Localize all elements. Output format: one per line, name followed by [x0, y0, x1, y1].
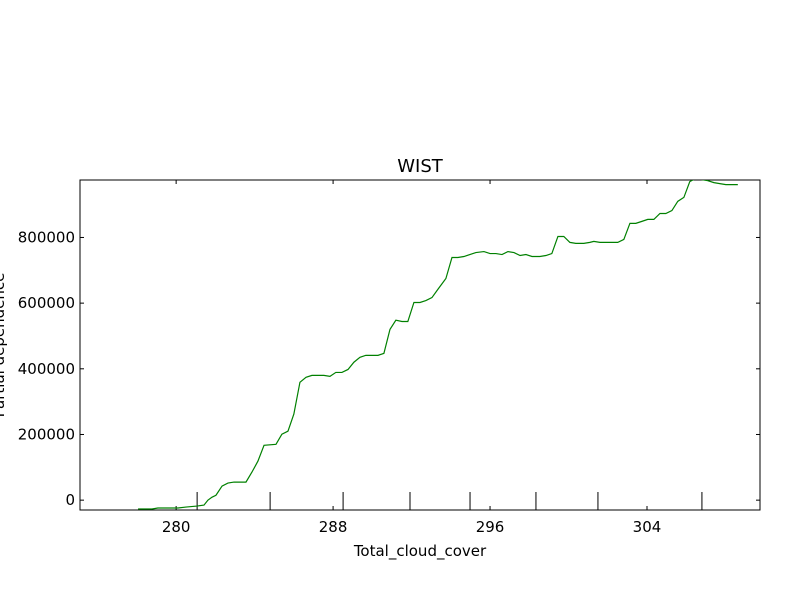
x-tick-label: 280	[162, 518, 191, 536]
x-tick-label: 296	[476, 518, 505, 536]
x-tick-label: 288	[319, 518, 348, 536]
y-axis-label: Partial dependence	[0, 273, 8, 418]
line-series	[138, 180, 738, 510]
y-tick-label: 600000	[18, 294, 75, 312]
chart-title: WIST	[397, 156, 444, 177]
y-tick-label: 400000	[18, 360, 75, 378]
x-tick-label: 304	[633, 518, 662, 536]
y-tick-label: 800000	[18, 228, 75, 246]
x-axis-label: Total_cloud_cover	[353, 542, 487, 561]
y-tick-label: 200000	[18, 425, 75, 443]
plot-frame	[79, 179, 761, 511]
y-tick-label: 0	[65, 491, 75, 509]
